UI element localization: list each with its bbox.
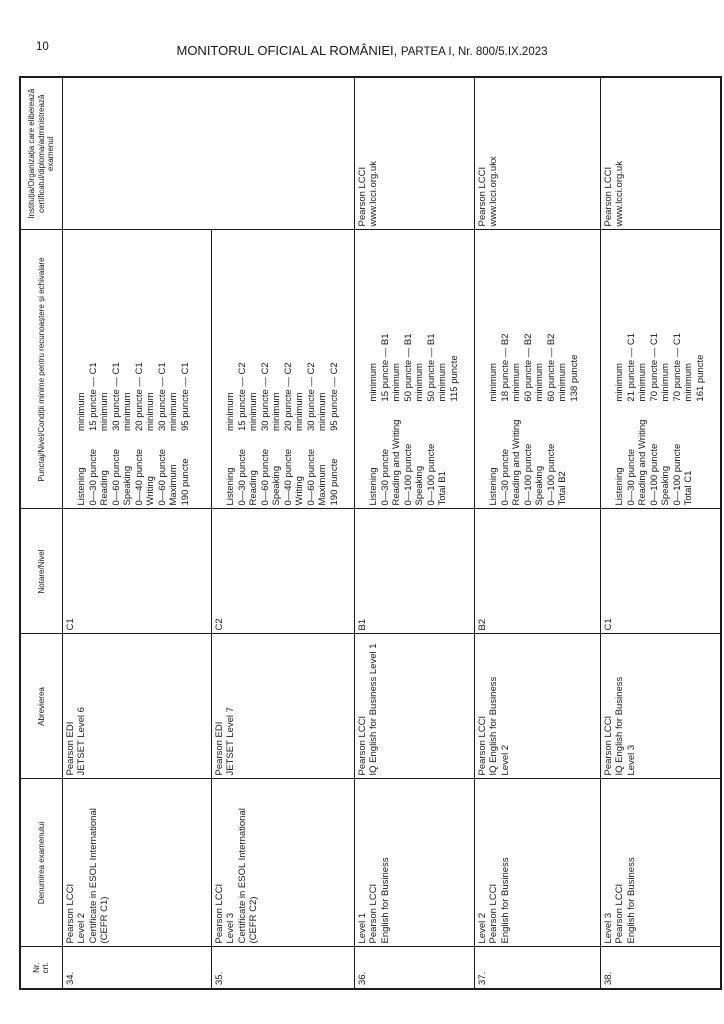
abbreviation-cell: Pearson LCCI IQ English for Business Lev… (600, 634, 721, 779)
table-header-row: Nr. crt. Denumirea examenului Abrevierea… (20, 77, 62, 989)
score-skills-list: Listening 0—30 puncte Reading 0—60 punct… (76, 448, 191, 506)
score-cell: Listening 0—30 puncte Reading and Writin… (600, 230, 721, 509)
table-row: 37. Level 2 Pearson LCCI English for Bus… (474, 77, 600, 989)
score-minimums-list: minimum 21 puncte — C1 minimum 70 puncte… (614, 332, 706, 402)
institution-cell: Pearson LCCI www.lcci.org.uk (354, 77, 474, 230)
col-header-exam-name: Denumirea examenului (20, 779, 62, 947)
score-skills-list: Listening 0—30 puncte Reading and Writin… (368, 419, 448, 506)
score-skills-list: Listening 0—30 puncte Reading and Writin… (488, 419, 568, 506)
nr-cell: 34. (62, 947, 211, 989)
nr-cell: 35. (211, 947, 354, 989)
score-cell: Listening 0—30 puncte Reading and Writin… (354, 230, 474, 509)
score-minimums-list: minimum 15 puncte — C2 minimum 30 puncte… (225, 362, 340, 431)
score-columns: Listening 0—30 puncte Reading and Writin… (614, 234, 706, 506)
score-minimums-list: minimum 18 puncte — B2 minimum 60 puncte… (488, 333, 580, 402)
col-header-score-conditions: Punctaj/Nivel/Condiții minime pentru rec… (20, 230, 62, 509)
level-cell: C1 (62, 509, 211, 634)
score-columns: Listening 0—30 puncte Reading and Writin… (368, 234, 460, 506)
nr-cell: 37. (474, 947, 600, 989)
level-cell: B1 (354, 509, 474, 634)
abbreviation-cell: Pearson LCCI IQ English for Business Lev… (474, 634, 600, 779)
nr-cell: 38. (600, 947, 721, 989)
institution-cell: Pearson LCCI www.lcci.org.uk (600, 77, 721, 230)
institution-cell-merged (62, 77, 354, 230)
exam-name-cell: Pearson LCCI Level 3 Certificate in ESOL… (211, 779, 354, 947)
score-skills-list: Listening 0—30 puncte Reading and Writin… (614, 419, 694, 506)
exam-name-cell: Level 1 Pearson LCCI English for Busines… (354, 779, 474, 947)
score-cell: Listening 0—30 puncte Reading 0—60 punct… (62, 230, 211, 509)
table-row: 36. Level 1 Pearson LCCI English for Bus… (354, 77, 474, 989)
abbreviation-cell: Pearson LCCI IQ English for Business Lev… (354, 634, 474, 779)
table-row: 38. Level 3 Pearson LCCI English for Bus… (600, 77, 721, 989)
institution-cell: Pearson LCCI www.lcci.org.ukx (474, 77, 600, 230)
col-header-nr-crt: Nr. crt. (20, 947, 62, 989)
page-number: 10 (36, 41, 49, 53)
score-columns: Listening 0—30 puncte Reading 0—60 punct… (225, 234, 340, 506)
exam-equivalence-table: Nr. crt. Denumirea examenului Abrevierea… (19, 76, 722, 990)
score-cell: Listening 0—30 puncte Reading and Writin… (474, 230, 600, 509)
nr-cell: 36. (354, 947, 474, 989)
level-cell: C2 (211, 509, 354, 634)
exam-name-cell: Level 2 Pearson LCCI English for Busines… (474, 779, 600, 947)
abbreviation-cell: Pearson EDI JETSET Level 7 (211, 634, 354, 779)
col-header-institution: Instituția/Organizația care eliberează c… (20, 77, 62, 230)
score-minimums-list: minimum 15 puncte — C1 minimum 30 puncte… (76, 362, 191, 431)
level-cell: B2 (474, 509, 600, 634)
score-minimums-list: minimum 15 puncte — B1 minimum 50 puncte… (368, 333, 460, 402)
score-columns: Listening 0—30 puncte Reading and Writin… (488, 234, 580, 506)
col-header-grading-level: Notare/Nivel (20, 509, 62, 634)
score-cell: Listening 0—30 puncte Reading 0—60 punct… (211, 230, 354, 509)
score-skills-list: Listening 0—30 puncte Reading 0—60 punct… (225, 448, 340, 506)
abbreviation-cell: Pearson EDI JETSET Level 6 (62, 634, 211, 779)
col-header-abbreviation: Abrevierea (20, 634, 62, 779)
gazette-title: MONITORUL OFICIAL AL ROMÂNIEI, (176, 43, 401, 58)
exam-name-cell: Pearson LCCI Level 2 Certificate in ESOL… (62, 779, 211, 947)
rotated-table-container: Nr. crt. Denumirea examenului Abrevierea… (19, 76, 722, 990)
page-header: MONITORUL OFICIAL AL ROMÂNIEI, PARTEA I,… (0, 42, 724, 60)
exam-name-cell: Level 3 Pearson LCCI English for Busines… (600, 779, 721, 947)
table-row: 34. Pearson LCCI Level 2 Certificate in … (62, 77, 354, 989)
gazette-issue: PARTEA I, Nr. 800/5.IX.2023 (400, 46, 548, 58)
level-cell: C1 (600, 509, 721, 634)
score-columns: Listening 0—30 puncte Reading 0—60 punct… (76, 234, 191, 506)
